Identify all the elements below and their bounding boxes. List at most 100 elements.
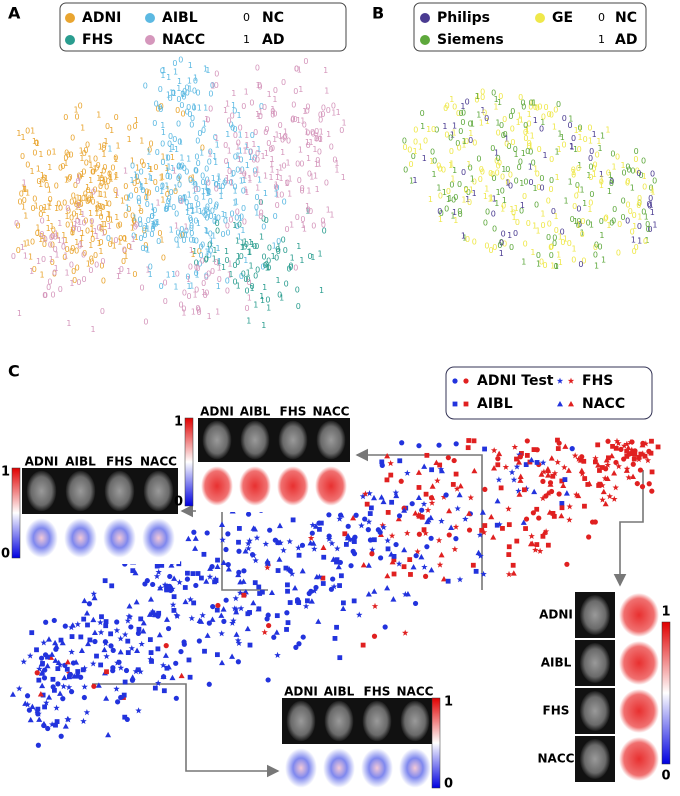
mri-brain — [240, 420, 270, 460]
point: 1 — [579, 186, 584, 195]
point: 1 — [573, 145, 578, 154]
point: 0 — [274, 253, 279, 262]
point: 0 — [587, 123, 592, 132]
point — [232, 595, 239, 602]
point — [366, 490, 373, 497]
point: 1 — [469, 186, 474, 195]
point: 1 — [165, 185, 170, 194]
point: 0 — [94, 164, 99, 173]
point: 0 — [549, 185, 554, 194]
point: 0 — [554, 262, 559, 271]
column-label: AIBL — [65, 455, 96, 469]
point — [169, 674, 176, 681]
point — [505, 570, 513, 578]
point: 0 — [437, 207, 442, 216]
point — [156, 631, 163, 638]
point — [132, 569, 139, 576]
point: 1 — [184, 230, 189, 239]
point: 1 — [197, 103, 202, 112]
point: 1 — [488, 195, 493, 204]
point: 0 — [434, 125, 439, 134]
point: 0 — [468, 136, 473, 145]
point: 1 — [236, 252, 241, 261]
point: 0 — [575, 181, 580, 190]
point — [152, 685, 158, 691]
point: 1 — [204, 247, 209, 256]
point: 1 — [215, 307, 220, 316]
point: 0 — [163, 297, 168, 306]
point — [508, 468, 516, 476]
point: 1 — [318, 135, 323, 144]
point: 0 — [606, 168, 611, 177]
point — [334, 559, 339, 565]
point — [62, 723, 69, 729]
point: 0 — [277, 290, 282, 299]
point: 1 — [123, 234, 128, 243]
point: 0 — [577, 220, 582, 229]
point: 0 — [188, 235, 193, 244]
point: 1 — [470, 175, 475, 184]
point: 1 — [75, 194, 80, 203]
point: 0 — [138, 234, 143, 243]
point: 0 — [151, 221, 156, 230]
legend-box — [413, 2, 647, 52]
point: 0 — [171, 203, 176, 212]
point: 0 — [203, 211, 208, 220]
point — [453, 485, 461, 492]
point — [164, 583, 170, 589]
point — [605, 438, 611, 444]
legend-label: Siemens — [437, 32, 504, 48]
point: 0 — [82, 249, 87, 258]
point — [452, 378, 458, 384]
point: 0 — [635, 167, 640, 176]
point — [174, 612, 181, 619]
point: 0 — [128, 191, 133, 200]
point — [453, 471, 459, 477]
point: 0 — [260, 263, 265, 272]
point: 0 — [281, 78, 286, 87]
point: 1 — [210, 81, 215, 90]
point — [24, 693, 31, 699]
point: 0 — [562, 114, 567, 123]
point — [351, 551, 358, 557]
point — [284, 610, 290, 616]
point: 0 — [181, 92, 186, 101]
point — [546, 509, 553, 515]
point: 0 — [204, 164, 209, 173]
point: 1 — [535, 227, 540, 236]
point — [604, 475, 611, 482]
point — [524, 438, 530, 444]
point — [388, 532, 396, 539]
point: 0 — [484, 241, 489, 250]
point: 0 — [68, 151, 73, 160]
point: 0 — [287, 264, 292, 273]
point: 0 — [165, 172, 170, 181]
point — [295, 598, 300, 604]
saliency-map — [277, 466, 309, 506]
point — [218, 612, 225, 618]
point: 1 — [179, 153, 184, 162]
point: 1 — [166, 163, 171, 172]
point — [286, 566, 293, 572]
point: 1 — [54, 204, 59, 213]
point — [236, 539, 241, 545]
point: 1 — [69, 279, 74, 288]
point: 1 — [247, 174, 252, 183]
point: 0 — [174, 209, 179, 218]
point — [103, 623, 109, 629]
point: 0 — [645, 220, 650, 229]
point — [204, 632, 211, 638]
point: 1 — [120, 196, 125, 205]
point: 0 — [526, 142, 531, 151]
point: 0 — [239, 252, 244, 261]
point: 0 — [648, 183, 653, 192]
point: 0 — [122, 246, 127, 255]
point: 1 — [223, 106, 228, 115]
point — [34, 670, 40, 676]
point: 0 — [508, 171, 513, 180]
point: 1 — [139, 136, 144, 145]
point: 0 — [149, 230, 154, 239]
point — [156, 610, 162, 616]
point: 0 — [465, 98, 470, 107]
point — [346, 536, 354, 543]
